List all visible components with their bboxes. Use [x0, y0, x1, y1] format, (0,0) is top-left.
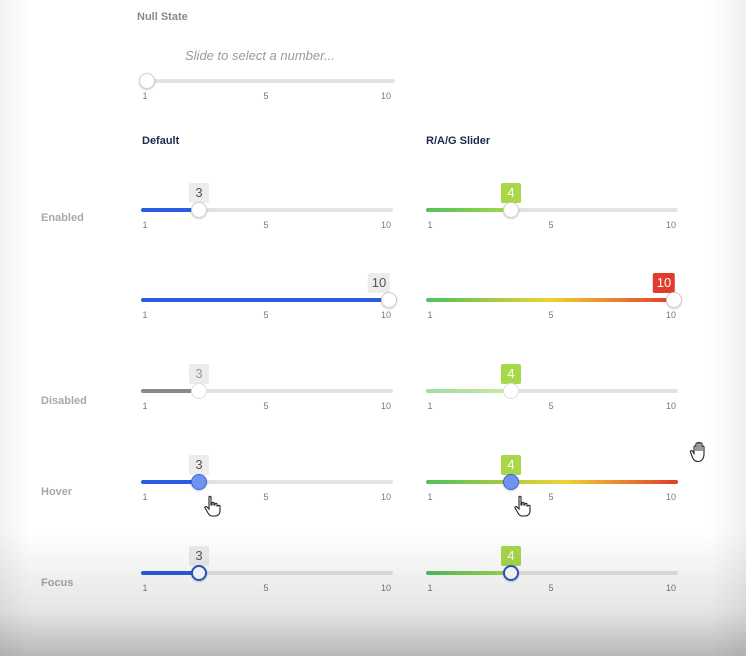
- slider-track[interactable]: [141, 571, 393, 575]
- tick-label-max: 10: [665, 310, 677, 320]
- slider-track[interactable]: [426, 571, 678, 575]
- tick-label-max: 10: [380, 220, 392, 230]
- value-badge: 3: [189, 455, 209, 475]
- slider-fill: [141, 208, 199, 212]
- value-badge: 10: [652, 273, 676, 293]
- tick-label-mid: 5: [548, 220, 554, 230]
- null-state-label: Null State: [137, 11, 188, 23]
- slider-fill: [141, 389, 199, 393]
- slider-fill: [141, 480, 199, 484]
- value-badge: 4: [501, 183, 521, 203]
- tick-label-min: 1: [427, 310, 433, 320]
- rag-enabled-max-slider[interactable]: 10 1 5 10: [426, 273, 682, 320]
- null-state-placeholder: Slide to select a number...: [185, 48, 335, 63]
- slider-track[interactable]: [141, 208, 393, 212]
- tick-label-mid: 5: [263, 401, 269, 411]
- slider-track: [141, 389, 393, 393]
- slider-fill: [426, 298, 674, 302]
- hand-grab-icon: [689, 441, 705, 463]
- tick-label-min: 1: [427, 583, 433, 593]
- tick-label-min: 1: [142, 401, 148, 411]
- slider-track[interactable]: [426, 208, 678, 212]
- value-badge: 4: [501, 546, 521, 566]
- tick-label-max: 10: [665, 401, 677, 411]
- value-badge: 4: [501, 455, 521, 475]
- column-heading-rag: R/A/G Slider: [426, 135, 491, 147]
- slider-fill: [426, 208, 511, 212]
- tick-label-mid: 5: [263, 310, 269, 320]
- row-label-focus: Focus: [41, 577, 74, 589]
- rag-enabled-slider[interactable]: 4 1 5 10: [426, 183, 678, 230]
- tick-label-mid: 5: [263, 91, 269, 101]
- row-label-enabled: Enabled: [41, 212, 84, 224]
- tick-label-min: 1: [142, 583, 148, 593]
- slider-thumb[interactable]: [191, 565, 207, 581]
- value-badge: 3: [189, 364, 209, 384]
- tick-label-max: 10: [380, 310, 392, 320]
- slider-thumb[interactable]: [381, 292, 397, 308]
- tick-label-max: 10: [665, 583, 677, 593]
- slider-thumb[interactable]: [503, 202, 519, 218]
- tick-label-mid: 5: [548, 401, 554, 411]
- tick-label-max: 10: [380, 91, 392, 101]
- value-badge: 10: [367, 273, 391, 293]
- slider-thumb[interactable]: [503, 474, 519, 490]
- tick-label-max: 10: [380, 583, 392, 593]
- row-label-disabled: Disabled: [41, 395, 87, 407]
- slider-thumb: [503, 383, 519, 399]
- slider-fill: [426, 389, 511, 393]
- slider-thumb[interactable]: [191, 474, 207, 490]
- value-badge: 3: [189, 183, 209, 203]
- tick-label-max: 10: [380, 492, 392, 502]
- rag-disabled-slider: 4 1 5 10: [426, 364, 678, 411]
- slider-thumb[interactable]: [191, 202, 207, 218]
- tick-label-max: 10: [380, 401, 392, 411]
- tick-label-min: 1: [427, 220, 433, 230]
- row-label-hover: Hover: [41, 486, 73, 498]
- slider-fill: [141, 571, 199, 575]
- slider-fill: [141, 298, 389, 302]
- tick-label-max: 10: [665, 492, 677, 502]
- tick-label-mid: 5: [263, 492, 269, 502]
- default-disabled-slider: 3 1 5 10: [141, 364, 393, 411]
- tick-label-max: 10: [665, 220, 677, 230]
- slider-thumb[interactable]: [503, 565, 519, 581]
- hand-pointer-icon: [204, 495, 221, 517]
- tick-label-min: 1: [142, 220, 148, 230]
- tick-label-min: 1: [142, 91, 148, 101]
- tick-label-mid: 5: [548, 583, 554, 593]
- value-badge: 4: [501, 364, 521, 384]
- null-state-slider[interactable]: 1 5 10: [139, 54, 395, 101]
- default-enabled-max-slider[interactable]: 10 1 5 10: [141, 273, 397, 320]
- tick-label-min: 1: [427, 492, 433, 502]
- slider-track[interactable]: [143, 79, 395, 83]
- slider-track[interactable]: [426, 480, 678, 484]
- slider-thumb: [191, 383, 207, 399]
- value-badge: 3: [189, 546, 209, 566]
- tick-label-min: 1: [142, 310, 148, 320]
- slider-thumb[interactable]: [139, 73, 155, 89]
- tick-label-mid: 5: [548, 310, 554, 320]
- rag-focus-slider[interactable]: 4 1 5 10: [426, 546, 678, 593]
- default-hover-slider[interactable]: 3 1 5 10: [141, 455, 393, 502]
- tick-label-min: 1: [427, 401, 433, 411]
- tick-label-min: 1: [142, 492, 148, 502]
- default-focus-slider[interactable]: 3 1 5 10: [141, 546, 393, 593]
- slider-fill: [426, 571, 511, 575]
- slider-track[interactable]: [141, 480, 393, 484]
- tick-label-mid: 5: [548, 492, 554, 502]
- slider-track: [426, 389, 678, 393]
- tick-label-mid: 5: [263, 220, 269, 230]
- tick-label-mid: 5: [263, 583, 269, 593]
- hand-pointer-icon: [514, 495, 531, 517]
- default-enabled-slider[interactable]: 3 1 5 10: [141, 183, 393, 230]
- column-heading-default: Default: [142, 135, 180, 147]
- slider-thumb[interactable]: [666, 292, 682, 308]
- rag-hover-slider[interactable]: 4 1 5 10: [426, 455, 678, 502]
